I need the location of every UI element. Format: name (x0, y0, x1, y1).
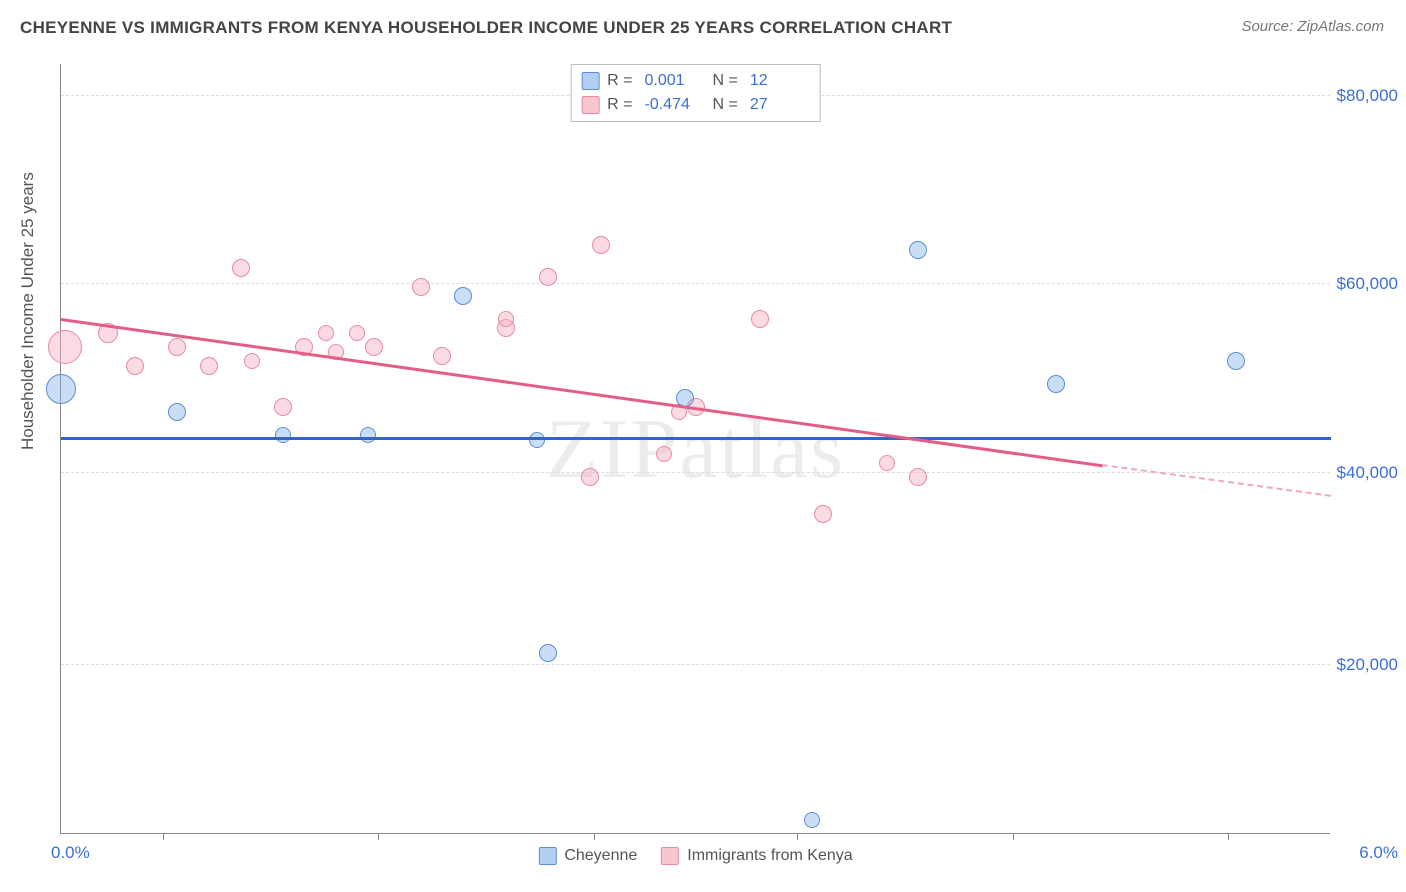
series-blue-name: Cheyenne (564, 847, 637, 865)
chart-title: CHEYENNE VS IMMIGRANTS FROM KENYA HOUSEH… (20, 18, 952, 38)
data-point-blue (46, 374, 76, 404)
plot-area: ZIPatlas $20,000$40,000$60,000$80,000 R … (60, 64, 1330, 834)
x-min-label: 0.0% (51, 843, 90, 863)
data-point-pink (244, 353, 260, 369)
series-legend: Cheyenne Immigrants from Kenya (538, 847, 852, 865)
data-point-blue (1227, 352, 1245, 370)
n-label: N = (713, 69, 738, 93)
data-point-pink (592, 236, 610, 254)
y-tick-label: $60,000 (1337, 274, 1398, 294)
data-point-pink (498, 311, 514, 327)
trendline-pink (61, 318, 1103, 467)
blue-r-value: 0.001 (645, 69, 705, 93)
data-point-blue (275, 427, 291, 443)
data-point-blue (360, 427, 376, 443)
gridline: $40,000 (61, 472, 1330, 473)
swatch-blue-icon (538, 847, 556, 865)
y-axis-title: Householder Income Under 25 years (18, 172, 38, 450)
gridline: $60,000 (61, 283, 1330, 284)
data-point-blue (168, 403, 186, 421)
r-label: R = (607, 69, 632, 93)
data-point-pink (879, 455, 895, 471)
data-point-pink (232, 259, 250, 277)
data-point-pink (412, 278, 430, 296)
swatch-pink-icon (581, 96, 599, 114)
pink-r-value: -0.474 (645, 93, 705, 117)
data-point-pink (365, 338, 383, 356)
series-pink-name: Immigrants from Kenya (687, 847, 852, 865)
data-point-pink (168, 338, 186, 356)
blue-n-value: 12 (750, 69, 810, 93)
pink-n-value: 27 (750, 93, 810, 117)
x-tick (797, 833, 798, 840)
data-point-pink (318, 325, 334, 341)
data-point-blue (804, 812, 820, 828)
data-point-blue (539, 644, 557, 662)
data-point-pink (751, 310, 769, 328)
data-point-blue (909, 241, 927, 259)
data-point-pink (274, 398, 292, 416)
data-point-pink (909, 468, 927, 486)
data-point-blue (454, 287, 472, 305)
x-tick (1013, 833, 1014, 840)
x-tick (594, 833, 595, 840)
trendline-pink-dash (1102, 464, 1331, 497)
x-tick (378, 833, 379, 840)
data-point-pink (656, 446, 672, 462)
x-max-label: 6.0% (1359, 843, 1398, 863)
swatch-pink-icon (661, 847, 679, 865)
data-point-pink (581, 468, 599, 486)
data-point-pink (200, 357, 218, 375)
y-tick-label: $20,000 (1337, 655, 1398, 675)
data-point-pink (48, 330, 82, 364)
data-point-pink (349, 325, 365, 341)
x-tick (1228, 833, 1229, 840)
data-point-pink (126, 357, 144, 375)
source-label: Source: ZipAtlas.com (1241, 18, 1384, 35)
n-label: N = (713, 93, 738, 117)
trendline-blue (61, 437, 1331, 440)
data-point-blue (1047, 375, 1065, 393)
y-tick-label: $80,000 (1337, 86, 1398, 106)
gridline: $20,000 (61, 664, 1330, 665)
stats-legend: R = 0.001 N = 12 R = -0.474 N = 27 (570, 64, 821, 122)
y-tick-label: $40,000 (1337, 463, 1398, 483)
r-label: R = (607, 93, 632, 117)
x-tick (163, 833, 164, 840)
data-point-pink (814, 505, 832, 523)
swatch-blue-icon (581, 72, 599, 90)
data-point-pink (433, 347, 451, 365)
data-point-pink (539, 268, 557, 286)
